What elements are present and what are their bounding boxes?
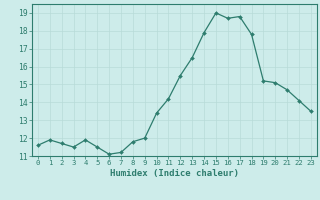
X-axis label: Humidex (Indice chaleur): Humidex (Indice chaleur) (110, 169, 239, 178)
